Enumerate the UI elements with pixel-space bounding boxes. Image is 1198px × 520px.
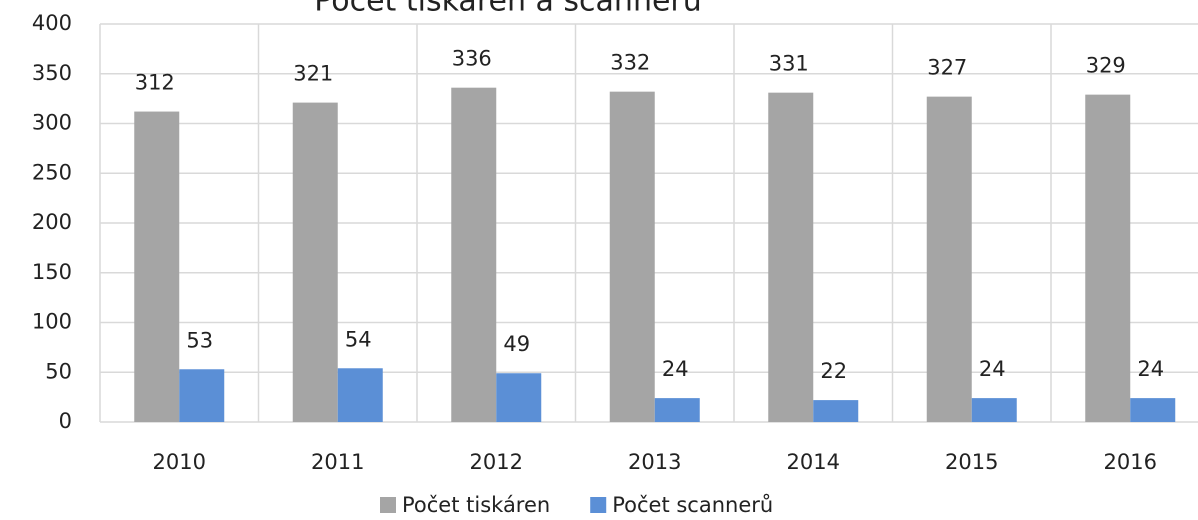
x-tick-label: 2015 <box>945 450 998 474</box>
data-label: 321 <box>293 62 333 86</box>
x-tick-label: 2013 <box>628 450 681 474</box>
x-tick-label: 2016 <box>1104 450 1157 474</box>
data-label: 336 <box>452 47 492 71</box>
bar <box>179 369 225 422</box>
y-tick-label: 200 <box>32 210 72 234</box>
y-tick-label: 350 <box>32 61 72 85</box>
bar <box>451 87 497 423</box>
data-label: 312 <box>135 71 175 95</box>
bar <box>292 102 338 422</box>
data-label: 329 <box>1086 54 1126 78</box>
bar <box>971 398 1017 422</box>
bar <box>926 96 972 422</box>
data-label: 332 <box>610 51 650 75</box>
data-label: 53 <box>186 328 213 352</box>
x-tick-label: 2010 <box>153 450 206 474</box>
x-tick-label: 2014 <box>787 450 840 474</box>
y-tick-label: 150 <box>32 260 72 284</box>
bar <box>654 398 700 422</box>
y-tick-label: 250 <box>32 160 72 184</box>
data-label: 327 <box>927 56 967 80</box>
legend-swatch <box>380 497 396 513</box>
y-tick-label: 0 <box>59 409 72 433</box>
chart-title: Počet tiskáren a scannerů <box>314 0 702 19</box>
x-tick-label: 2012 <box>470 450 523 474</box>
y-tick-label: 50 <box>45 359 72 383</box>
bar <box>768 92 814 422</box>
data-label: 24 <box>1137 357 1164 381</box>
data-label: 331 <box>769 52 809 76</box>
bar <box>496 373 542 422</box>
bar <box>134 111 180 422</box>
data-label: 54 <box>345 327 372 351</box>
legend-swatch <box>590 497 607 513</box>
legend-label: Počet tiskáren <box>402 493 550 517</box>
data-label: 24 <box>979 357 1006 381</box>
data-label: 24 <box>662 357 689 381</box>
x-tick-label: 2011 <box>311 450 364 474</box>
y-tick-label: 400 <box>32 11 72 35</box>
y-tick-label: 300 <box>32 111 72 135</box>
bar <box>1130 398 1176 422</box>
bar <box>813 400 859 422</box>
bar <box>609 91 655 422</box>
bar <box>337 368 383 422</box>
bar <box>1085 94 1131 423</box>
data-label: 22 <box>820 359 847 383</box>
y-tick-label: 100 <box>32 310 72 334</box>
data-label: 49 <box>503 332 530 356</box>
legend-label: Počet scannerů <box>612 493 773 517</box>
